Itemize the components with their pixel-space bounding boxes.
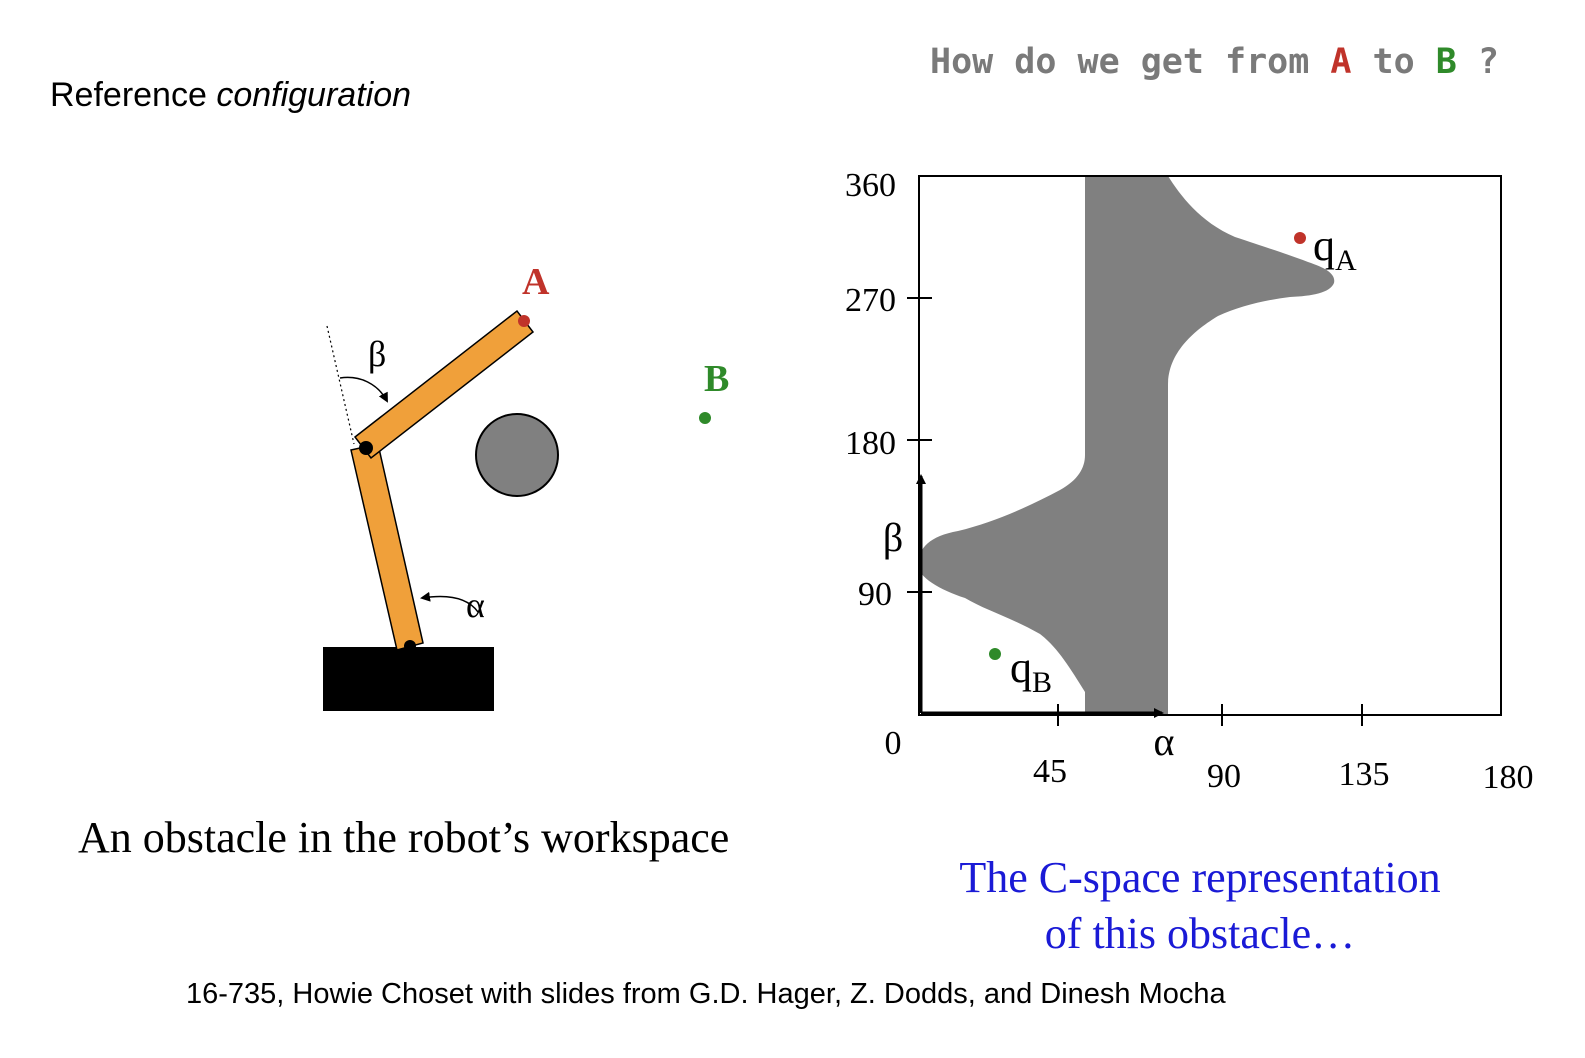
point-a	[518, 315, 530, 327]
y-tick-label-270: 270	[845, 282, 896, 319]
x-axis-symbol: α	[1154, 719, 1175, 764]
qb-main: q	[1010, 643, 1032, 692]
y-axis-symbol: β	[883, 515, 903, 560]
slide-title: Reference configuration	[50, 76, 411, 115]
elbow-joint	[359, 441, 373, 455]
point-a-label: A	[522, 261, 550, 303]
qa-label: qA	[1313, 221, 1357, 277]
beta-reference-line	[326, 325, 355, 445]
robot-base	[323, 647, 494, 711]
beta-arrow	[339, 376, 388, 403]
qa-sub: A	[1335, 244, 1357, 277]
x-tick-label-135: 135	[1339, 756, 1390, 793]
y-tick-label-360: 360	[845, 167, 896, 204]
beta-label: β	[368, 334, 386, 374]
x-tick-label-90: 90	[1207, 758, 1241, 795]
x-tick-label-180: 180	[1483, 759, 1534, 796]
qa-main: q	[1313, 221, 1335, 270]
workspace-diagram: α β A B	[323, 261, 729, 711]
cspace-caption: The C-space representation of this obsta…	[920, 850, 1480, 962]
qb-sub: B	[1032, 666, 1052, 699]
y-tick-label-0: 0	[885, 725, 902, 762]
cspace-diagram: 360 270 180 90 0 45 90 135 180 β α qA qB	[845, 167, 1534, 796]
cspace-frame	[918, 175, 1502, 716]
qa-point	[1294, 232, 1306, 244]
qb-point	[989, 648, 1001, 660]
question-prefix: How do we get from	[930, 42, 1331, 82]
question-a: A	[1330, 42, 1352, 82]
point-b-label: B	[704, 358, 729, 400]
y-tick-label-90: 90	[858, 576, 892, 613]
y-tick-label-180: 180	[845, 425, 896, 462]
cspace-caption-line-1: The C-space representation	[959, 853, 1441, 902]
footer-credit: 16-735, Howie Choset with slides from G.…	[186, 978, 1226, 1010]
question-heading: How do we get from A to B ?	[930, 42, 1499, 82]
qb-label: qB	[1010, 643, 1052, 699]
x-tick-label-45: 45	[1033, 753, 1067, 790]
question-b: B	[1435, 42, 1457, 82]
base-joint	[404, 640, 416, 652]
cspace-caption-line-2: of this obstacle…	[1044, 909, 1356, 958]
workspace-obstacle	[475, 413, 559, 497]
title-italic: configuration	[216, 76, 412, 114]
arm-link-1	[350, 443, 424, 651]
workspace-caption: An obstacle in the robot’s workspace	[78, 813, 730, 862]
question-mid: to	[1351, 42, 1436, 82]
alpha-label: α	[466, 585, 485, 625]
title-plain: Reference	[50, 76, 217, 114]
alpha-arrow	[420, 591, 479, 613]
question-suffix: ?	[1456, 42, 1499, 82]
cspace-obstacle	[918, 176, 1335, 715]
point-b	[699, 412, 711, 424]
